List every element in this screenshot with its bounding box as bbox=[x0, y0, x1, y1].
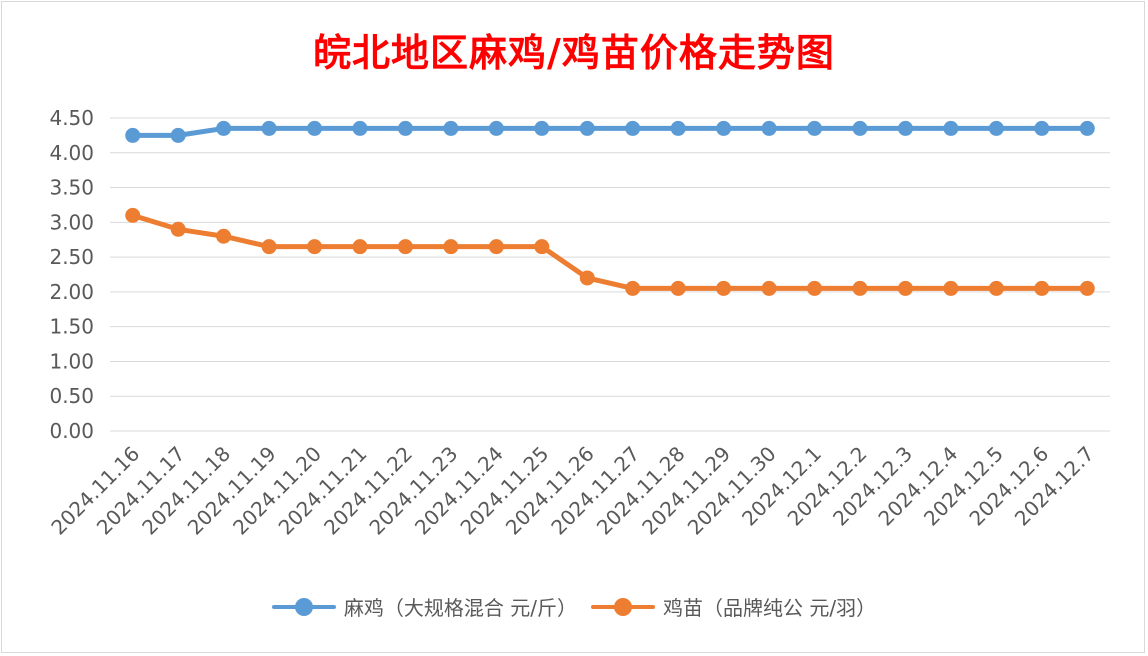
data-point-series-1 bbox=[261, 120, 277, 136]
data-point-series-2 bbox=[716, 280, 732, 296]
series-line-2 bbox=[130, 212, 1090, 291]
y-tick-label: 2.00 bbox=[49, 280, 94, 304]
data-point-series-2 bbox=[534, 239, 550, 255]
data-point-series-1 bbox=[397, 120, 413, 136]
data-point-series-2 bbox=[670, 280, 686, 296]
data-point-series-1 bbox=[670, 120, 686, 136]
data-point-series-1 bbox=[307, 120, 323, 136]
data-point-series-1 bbox=[852, 120, 868, 136]
legend-item-series-2: 鸡苗（品牌纯公 元/羽） bbox=[591, 592, 876, 621]
data-point-series-2 bbox=[352, 239, 368, 255]
data-point-series-2 bbox=[943, 280, 959, 296]
data-point-series-1 bbox=[488, 120, 504, 136]
data-point-series-2 bbox=[852, 280, 868, 296]
y-tick-label: 0.50 bbox=[49, 384, 94, 408]
data-point-series-2 bbox=[216, 228, 232, 244]
legend-label-series-2: 鸡苗（品牌纯公 元/羽） bbox=[663, 596, 877, 620]
data-point-series-1 bbox=[125, 127, 141, 143]
data-point-series-1 bbox=[1079, 120, 1095, 136]
legend-label-series-1: 麻鸡（大规格混合 元/斤） bbox=[343, 596, 577, 620]
data-point-series-1 bbox=[443, 120, 459, 136]
data-point-series-1 bbox=[534, 120, 550, 136]
data-point-series-2 bbox=[261, 239, 277, 255]
y-tick-label: 2.50 bbox=[49, 245, 94, 269]
data-point-series-2 bbox=[761, 280, 777, 296]
data-point-series-1 bbox=[625, 120, 641, 136]
y-tick-label: 1.00 bbox=[49, 349, 94, 373]
chart-title: 皖北地区麻鸡/鸡苗价格走势图 bbox=[313, 30, 835, 75]
data-point-series-1 bbox=[352, 120, 368, 136]
data-point-series-2 bbox=[897, 280, 913, 296]
data-point-series-2 bbox=[1034, 280, 1050, 296]
data-point-series-2 bbox=[579, 270, 595, 286]
y-tick-label: 4.00 bbox=[49, 141, 94, 165]
data-point-series-1 bbox=[579, 120, 595, 136]
data-point-series-2 bbox=[307, 239, 323, 255]
data-point-series-2 bbox=[125, 207, 141, 223]
y-tick-label: 1.50 bbox=[49, 315, 94, 339]
y-tick-label: 4.50 bbox=[49, 106, 94, 130]
data-point-series-2 bbox=[488, 239, 504, 255]
data-point-series-2 bbox=[397, 239, 413, 255]
legend-item-series-1: 麻鸡（大规格混合 元/斤） bbox=[271, 592, 577, 621]
data-point-series-1 bbox=[761, 120, 777, 136]
data-point-series-2 bbox=[988, 280, 1004, 296]
y-tick-label: 3.00 bbox=[49, 210, 94, 234]
data-point-series-2 bbox=[170, 221, 186, 237]
legend-swatch-series-2 bbox=[591, 597, 655, 616]
legend: 麻鸡（大规格混合 元/斤） 鸡苗（品牌纯公 元/羽） bbox=[0, 592, 1148, 621]
data-point-series-1 bbox=[170, 127, 186, 143]
series-line-1 bbox=[130, 125, 1090, 138]
data-point-series-2 bbox=[625, 280, 641, 296]
y-tick-label: 0.00 bbox=[49, 419, 94, 443]
data-point-series-1 bbox=[943, 120, 959, 136]
y-tick-label: 3.50 bbox=[49, 176, 94, 200]
data-point-series-1 bbox=[216, 120, 232, 136]
data-point-series-1 bbox=[807, 120, 823, 136]
data-point-series-1 bbox=[716, 120, 732, 136]
data-point-series-1 bbox=[897, 120, 913, 136]
data-point-series-2 bbox=[807, 280, 823, 296]
data-point-series-1 bbox=[988, 120, 1004, 136]
data-point-series-1 bbox=[1034, 120, 1050, 136]
data-point-series-2 bbox=[1079, 280, 1095, 296]
legend-swatch-series-1 bbox=[271, 597, 336, 616]
data-point-series-2 bbox=[443, 239, 459, 255]
